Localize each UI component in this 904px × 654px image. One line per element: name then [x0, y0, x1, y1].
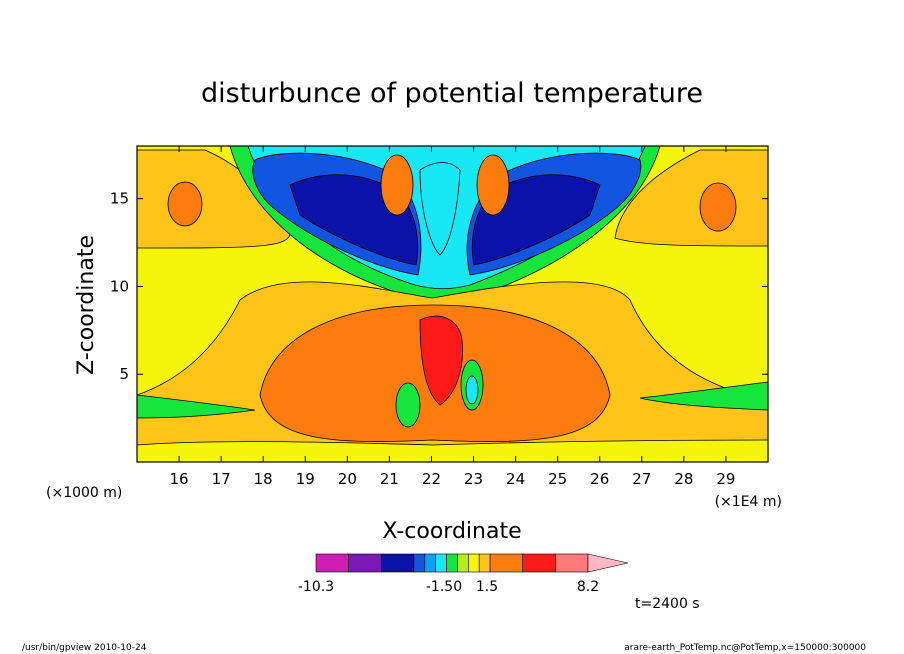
colorbar-bin [489, 553, 524, 573]
colorbar-bin [446, 553, 458, 573]
colorbar-bin [348, 553, 382, 573]
x-tick-label: 22 [422, 470, 441, 488]
colorbar-bin [457, 553, 469, 573]
x-tick-label: 26 [590, 470, 609, 488]
x-tick-label: 23 [464, 470, 483, 488]
colorbar-bin [424, 553, 436, 573]
plot-frame [136, 145, 769, 463]
colorbar [315, 553, 629, 573]
colorbar-tick-label: -10.3 [298, 579, 334, 595]
contour-field [137, 146, 768, 462]
x-tick-label: 29 [716, 470, 735, 488]
colorbar-tick-label: -1.50 [426, 579, 462, 595]
colorbar-arrow [587, 553, 629, 573]
x-axis-label: X-coordinate [382, 519, 521, 544]
colorbar-tick-label: 1.5 [476, 579, 498, 595]
x-tick-label: 20 [338, 470, 357, 488]
time-label: t=2400 s [635, 596, 700, 612]
y-axis-label: Z-coordinate [74, 235, 99, 375]
x-tick-label: 16 [170, 470, 189, 488]
x-tick-label: 18 [254, 470, 273, 488]
x-tick-label: 21 [380, 470, 399, 488]
colorbar-bin [435, 553, 447, 573]
colorbar-bin [478, 553, 491, 573]
colorbar-bin [380, 553, 415, 573]
y-axis: 5 10 15 [110, 190, 768, 383]
colorbar-bin [468, 553, 480, 573]
x-tick-label: 19 [296, 470, 315, 488]
footer-right: arare-earth_PotTemp.nc@PotTemp,x=150000:… [624, 643, 866, 653]
colorbar-bin [315, 553, 349, 573]
x-tick-label: 17 [212, 470, 231, 488]
footer-left: /usr/bin/gpview 2010-10-24 [22, 643, 147, 653]
x-axis: 16 17 18 19 20 21 22 23 24 25 26 27 28 29 [170, 146, 735, 488]
colorbar-bin [413, 553, 426, 573]
y-tick-label: 15 [110, 190, 129, 208]
x-tick-label: 25 [548, 470, 567, 488]
colorbar-tick-label: 8.2 [577, 579, 599, 595]
y-tick-label: 10 [110, 277, 129, 295]
colorbar-bin [522, 553, 556, 573]
x-unit-right: (×1E4 m) [715, 494, 782, 510]
x-tick-label: 24 [506, 470, 525, 488]
colorbar-bin [555, 553, 589, 573]
x-tick-label: 27 [632, 470, 651, 488]
x-tick-label: 28 [674, 470, 693, 488]
colorbar-labels: -10.3 -1.50 1.5 8.2 [298, 579, 599, 595]
chart-title: disturbunce of potential temperature [201, 78, 703, 109]
x-unit-left: (×1000 m) [46, 485, 122, 501]
y-tick-label: 5 [119, 365, 129, 383]
